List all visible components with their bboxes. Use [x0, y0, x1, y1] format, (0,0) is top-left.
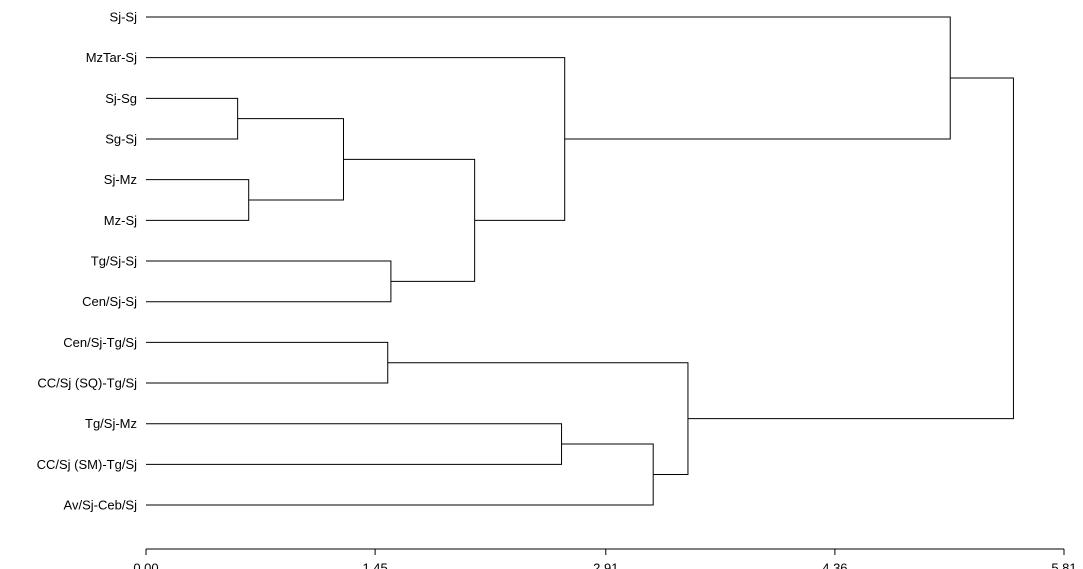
x-tick-label: 5,81	[1051, 561, 1076, 569]
leaf-label-sg-sj: Sg-Sj	[105, 132, 137, 147]
leaf-label-mz-sj: Mz-Sj	[104, 213, 137, 228]
merge-link-c7	[146, 16, 951, 140]
merge-link-c9	[146, 423, 563, 465]
leaf-label-sj-sj: Sj-Sj	[110, 10, 138, 25]
x-tick-label: 0,00	[133, 561, 158, 569]
leaf-label-av-sj-ceb-sj: Av/Sj-Ceb/Sj	[64, 498, 138, 513]
leaf-label-tg-sj-mz: Tg/Sj-Mz	[85, 416, 137, 431]
leaf-label-cc-sj-sm-tg-sj: CC/Sj (SM)-Tg/Sj	[37, 457, 138, 472]
merge-link-c12	[687, 77, 1014, 420]
x-tick-label: 4,36	[822, 561, 847, 569]
merge-link-c2	[146, 179, 250, 221]
merge-link-c5	[343, 158, 476, 282]
merge-link-c4	[146, 260, 392, 303]
leaf-label-cc-sj-sq-tg-sj: CC/Sj (SQ)-Tg/Sj	[37, 376, 137, 391]
x-tick-label: 2,91	[593, 561, 618, 569]
leaf-label-cen-sj-tg-sj: Cen/Sj-Tg/Sj	[63, 335, 137, 350]
merge-link-c10	[146, 443, 654, 506]
merge-link-c8	[146, 341, 389, 384]
leaf-label-mztar-sj: MzTar-Sj	[86, 50, 137, 65]
merge-link-c3	[237, 118, 345, 201]
dendrogram-links	[146, 16, 1014, 506]
merge-link-c11	[387, 362, 689, 476]
leaf-label-sj-mz: Sj-Mz	[104, 172, 137, 187]
leaf-label-cen-sj-sj: Cen/Sj-Sj	[82, 294, 137, 309]
x-axis: 0,00 1,45 2,91 4,36 5,81	[133, 548, 1077, 569]
leaf-labels: Sj-Sj MzTar-Sj Sj-Sg Sg-Sj Sj-Mz Mz-Sj Tg/Sj-S…	[37, 10, 138, 513]
x-tick-label: 1,45	[362, 561, 387, 569]
leaf-label-sj-sg: Sj-Sg	[105, 91, 137, 106]
merge-link-c6	[146, 57, 566, 221]
leaf-label-tg-sj-sj: Tg/Sj-Sj	[91, 254, 137, 269]
merge-link-c1	[146, 97, 239, 140]
